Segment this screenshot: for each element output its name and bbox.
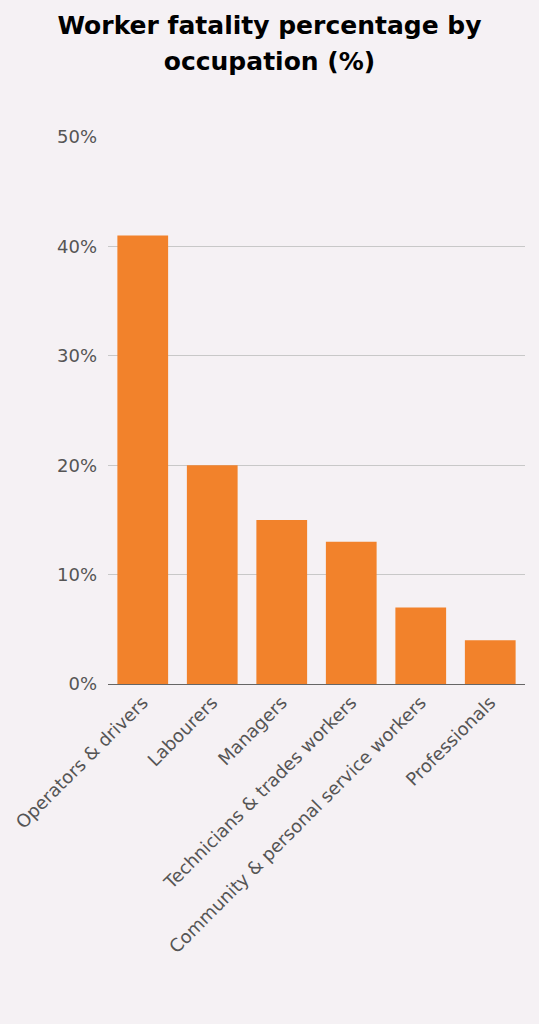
svg-text:20%: 20%: [57, 455, 97, 476]
svg-text:Labourers: Labourers: [143, 692, 221, 770]
svg-text:Operators & drivers: Operators & drivers: [11, 692, 152, 833]
svg-text:Managers: Managers: [214, 692, 291, 769]
svg-text:0%: 0%: [68, 673, 97, 694]
svg-text:Community & personal service w: Community & personal service workers: [165, 692, 430, 957]
svg-text:50%: 50%: [57, 126, 97, 147]
svg-text:Professionals: Professionals: [401, 692, 499, 790]
svg-text:40%: 40%: [57, 236, 97, 257]
html-text:Worker fatality percentage by: Worker fatality percentage by occupation…: [57, 11, 482, 76]
svg-text:Technicians & trades workers: Technicians & trades workers: [159, 692, 360, 893]
svg-text:30%: 30%: [57, 345, 97, 366]
svg-text:10%: 10%: [57, 564, 97, 585]
